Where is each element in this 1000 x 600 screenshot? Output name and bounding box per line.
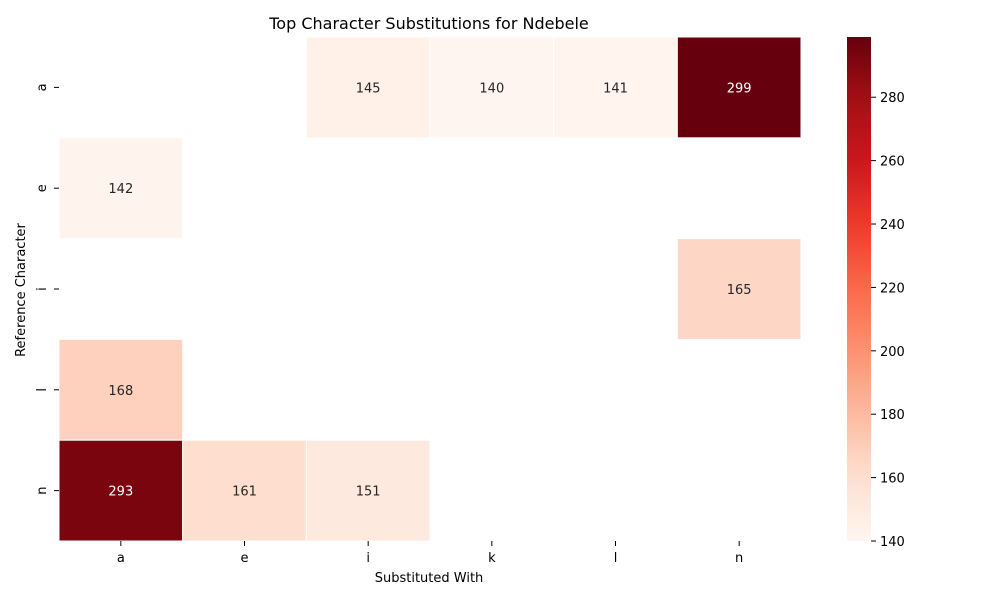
heatmap-cell — [58, 137, 184, 240]
heatmap-cell-labels: 145 140 141 299 142 165 168 293 161 151 — [108, 81, 751, 499]
chart-title: Top Character Substitutions for Ndebele — [268, 14, 589, 33]
cell-value-label: 141 — [603, 81, 628, 96]
x-tick-label: e — [241, 551, 249, 566]
colorbar-tick-label: 240 — [880, 218, 905, 233]
heatmap-cell — [305, 439, 431, 542]
colorbar-tick-label: 260 — [880, 155, 905, 170]
y-tick-label: a — [35, 83, 50, 91]
colorbar-tick-label: 180 — [880, 408, 905, 423]
colorbar-tick-label: 160 — [880, 472, 905, 487]
cell-value-label: 168 — [108, 384, 133, 399]
colorbar-ticks: 140 160 180 200 220 240 260 280 — [871, 91, 905, 550]
y-axis: a e i l n — [35, 83, 59, 495]
cell-value-label: 165 — [727, 283, 752, 298]
colorbar — [847, 37, 871, 541]
x-tick-label: l — [614, 551, 618, 566]
y-tick-label: l — [35, 388, 50, 392]
heatmap-cell — [553, 36, 678, 139]
heatmap-cells — [58, 36, 802, 542]
cell-value-label: 145 — [356, 81, 381, 96]
y-tick-label: e — [35, 184, 50, 192]
colorbar-tick-label: 280 — [880, 91, 905, 106]
colorbar-tick-label: 200 — [880, 345, 905, 360]
heatmap-cell — [58, 439, 184, 542]
heatmap-cell — [429, 36, 555, 139]
heatmap-cell — [676, 238, 802, 340]
cell-value-label: 161 — [232, 485, 257, 500]
x-tick-label: i — [366, 551, 370, 566]
colorbar-tick-label: 220 — [880, 281, 905, 296]
cell-value-label: 299 — [727, 81, 752, 96]
colorbar-tick-label: 140 — [880, 535, 905, 550]
y-tick-label: n — [35, 486, 50, 494]
cell-value-label: 140 — [479, 81, 504, 96]
heatmap-cell — [676, 36, 802, 139]
cell-value-label: 151 — [356, 485, 381, 500]
x-axis-label: Substituted With — [375, 571, 484, 586]
x-tick-label: k — [488, 551, 496, 566]
x-tick-label: a — [117, 551, 125, 566]
x-tick-label: n — [735, 551, 743, 566]
cell-value-label: 142 — [108, 182, 133, 197]
y-tick-label: i — [35, 287, 50, 291]
cell-value-label: 293 — [108, 485, 133, 500]
heatmap-cell — [305, 36, 431, 139]
y-axis-label: Reference Character — [14, 222, 29, 356]
